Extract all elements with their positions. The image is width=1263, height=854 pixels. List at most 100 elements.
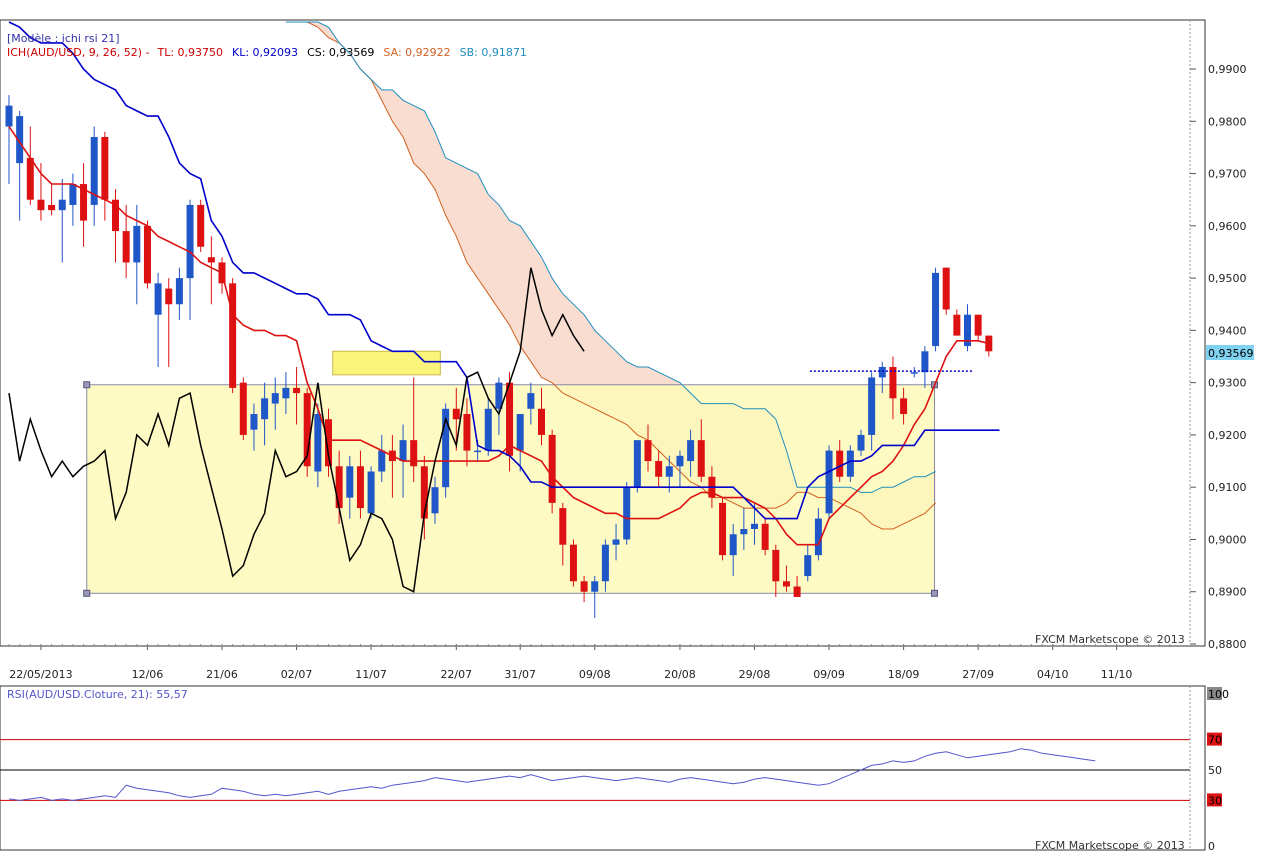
candle-body	[335, 466, 343, 509]
candle-body	[506, 382, 514, 456]
x-tick-label: 09/09	[813, 668, 845, 681]
candle-body	[207, 257, 215, 263]
legend-item-2: KL: 0,92093	[232, 46, 298, 59]
last-price-tag	[1206, 345, 1254, 360]
candle-body	[751, 523, 758, 530]
rsi-y-axis: 100 70 50 30 0	[1207, 687, 1229, 853]
candle-body	[165, 288, 173, 305]
y-tick-label: 0,9200	[1208, 429, 1247, 442]
candle-body	[782, 581, 790, 587]
candle-body	[772, 549, 780, 582]
candle-body	[942, 267, 950, 310]
candle-body	[825, 450, 833, 514]
candle-body	[729, 534, 737, 556]
candle-body	[921, 351, 929, 373]
candle-body	[474, 450, 482, 453]
rsi-tick-bg	[1207, 687, 1222, 700]
candle-body	[122, 231, 130, 263]
x-tick-label: 22/07	[440, 668, 472, 681]
y-tick-label: 0,9800	[1208, 115, 1247, 128]
candle-body	[197, 204, 205, 247]
x-tick-label: 04/10	[1037, 668, 1069, 681]
rsi-tick-label: 100	[1208, 688, 1229, 701]
candle-body	[932, 272, 940, 347]
candle-body	[143, 225, 151, 284]
candle-body	[580, 581, 588, 592]
candle-body	[356, 466, 364, 509]
rsi-line	[8, 748, 1096, 801]
candle-body	[239, 382, 247, 435]
rsi-panel-frame	[0, 685, 1206, 851]
candle-body	[282, 387, 290, 399]
rsi-tick-label: 70	[1208, 734, 1222, 747]
candle-body	[633, 440, 641, 488]
y-tick-label: 0,9900	[1208, 63, 1247, 76]
candle-body	[80, 184, 88, 221]
candle-body	[719, 502, 727, 556]
candle-body	[538, 408, 545, 435]
candle-body	[868, 377, 876, 435]
candle-body	[516, 414, 524, 451]
y-tick-label: 0,9400	[1208, 324, 1247, 337]
legend-item-0: ICH(AUD/USD, 9, 26, 52) -	[7, 46, 150, 59]
legend-item-1: TL: 0,93750	[156, 46, 223, 59]
candle-body	[612, 539, 620, 545]
y-tick-label: 0,8900	[1208, 586, 1247, 599]
rsi-tick-label: 30	[1208, 794, 1222, 807]
candle-body	[133, 225, 141, 263]
rsi-tick-bg	[1207, 793, 1222, 807]
candle-body	[293, 387, 301, 394]
x-tick-label: 02/07	[281, 668, 313, 681]
candle-body	[452, 408, 460, 420]
candle-body	[484, 408, 492, 451]
legend-item-3: CS: 0,93569	[307, 46, 374, 59]
candle-body	[37, 199, 45, 211]
candle-body	[303, 393, 311, 467]
x-tick-label: 11/10	[1101, 668, 1133, 681]
candle-body	[5, 105, 13, 127]
price-y-axis: 0,9900 0,9800 0,9700 0,9600 0,9500 0,9400 0,93…	[1190, 63, 1247, 651]
candle-body	[910, 372, 918, 374]
candle-body	[420, 466, 428, 519]
x-tick-label: 20/08	[664, 668, 696, 681]
candle-body	[900, 398, 908, 415]
candle-body	[325, 419, 332, 467]
x-tick-label: 11/07	[355, 668, 387, 681]
candle-body	[410, 440, 418, 467]
candle-body	[846, 450, 854, 477]
rsi-tick-label: 50	[1208, 764, 1222, 777]
candle-body	[687, 440, 695, 462]
x-tick-label: 27/09	[962, 668, 994, 681]
tenkan-sen	[8, 126, 989, 546]
candle-body	[548, 434, 556, 503]
candle-body	[261, 398, 269, 420]
candle-body	[90, 136, 98, 205]
y-tick-label: 0,9000	[1208, 533, 1247, 546]
candle-body	[878, 366, 886, 378]
candle-body	[740, 529, 748, 535]
candle-body	[644, 440, 652, 462]
last-price-value: 0,93569	[1208, 347, 1254, 360]
candle-body	[154, 283, 162, 315]
x-tick-label: 29/08	[739, 668, 771, 681]
candle-body	[367, 471, 375, 514]
candle-body	[974, 314, 982, 336]
candle-body	[250, 414, 258, 430]
candle-body	[175, 278, 183, 305]
candle-body	[271, 393, 279, 404]
rsi-plot	[0, 686, 1191, 850]
ichimoku-lines	[8, 21, 1000, 593]
candle-body	[48, 204, 56, 211]
candle-body	[26, 157, 34, 200]
template-label: [Modèle : ichi rsi 21]	[7, 32, 120, 45]
rsi-label: RSI(AUD/USD.Cloture, 21): 55,57	[7, 688, 188, 701]
candle-body	[857, 434, 865, 451]
y-tick-label: 0,9500	[1208, 272, 1247, 285]
candle-body	[463, 414, 471, 451]
watermark-rsi: FXCM Marketscope © 2013	[1035, 839, 1185, 852]
x-tick-label: 09/08	[579, 668, 611, 681]
candle-body	[697, 440, 705, 477]
x-tick-label: 12/06	[132, 668, 164, 681]
candle-body	[58, 199, 66, 211]
